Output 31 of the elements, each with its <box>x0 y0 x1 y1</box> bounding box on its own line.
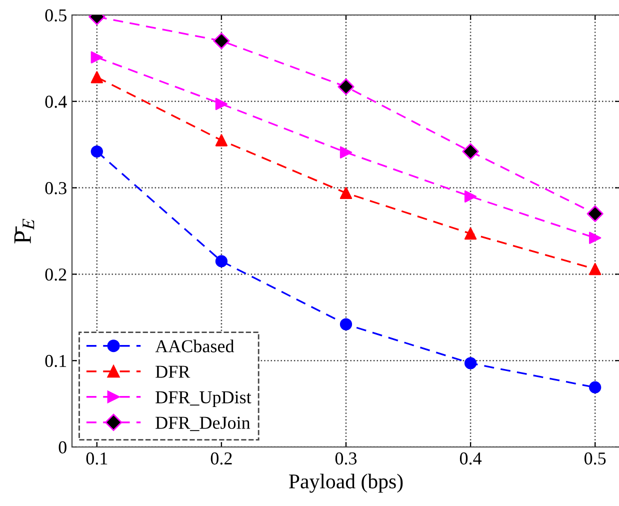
x-axis-title: Payload (bps) <box>289 474 403 493</box>
y-tick-label: 0.3 <box>45 182 66 194</box>
legend-label: DFR_DeJoin <box>156 416 250 432</box>
x-tick-label: 0.5 <box>584 452 606 465</box>
point <box>338 78 354 96</box>
x-tick-label: 0.3 <box>335 452 357 465</box>
point <box>464 228 477 240</box>
y-axis-title: P̄$_{E}$ <box>14 218 34 244</box>
y-tick-label: 0.5 <box>45 9 66 22</box>
x-tick-label: 0.1 <box>86 452 108 465</box>
legend-label: DFR <box>156 366 190 378</box>
point <box>462 143 479 160</box>
point <box>215 98 228 110</box>
point <box>340 186 352 200</box>
y-tick-label: 0.1 <box>45 354 66 368</box>
point <box>90 51 103 64</box>
point <box>589 262 602 276</box>
point <box>215 134 228 146</box>
legend-label: AACbased <box>155 340 234 352</box>
point <box>586 205 604 222</box>
point <box>464 190 477 203</box>
point <box>90 71 103 84</box>
point <box>340 146 352 158</box>
x-tick-label: 0.2 <box>210 452 232 465</box>
point <box>213 32 230 50</box>
point <box>589 232 602 244</box>
y-tick-label: 0.2 <box>45 268 66 281</box>
y-tick-label: 0 <box>58 441 66 454</box>
x-tick-label: 0.4 <box>460 452 482 465</box>
y-tick-label: 0.4 <box>45 96 67 108</box>
legend-label: DFR_UpDist <box>156 391 252 408</box>
